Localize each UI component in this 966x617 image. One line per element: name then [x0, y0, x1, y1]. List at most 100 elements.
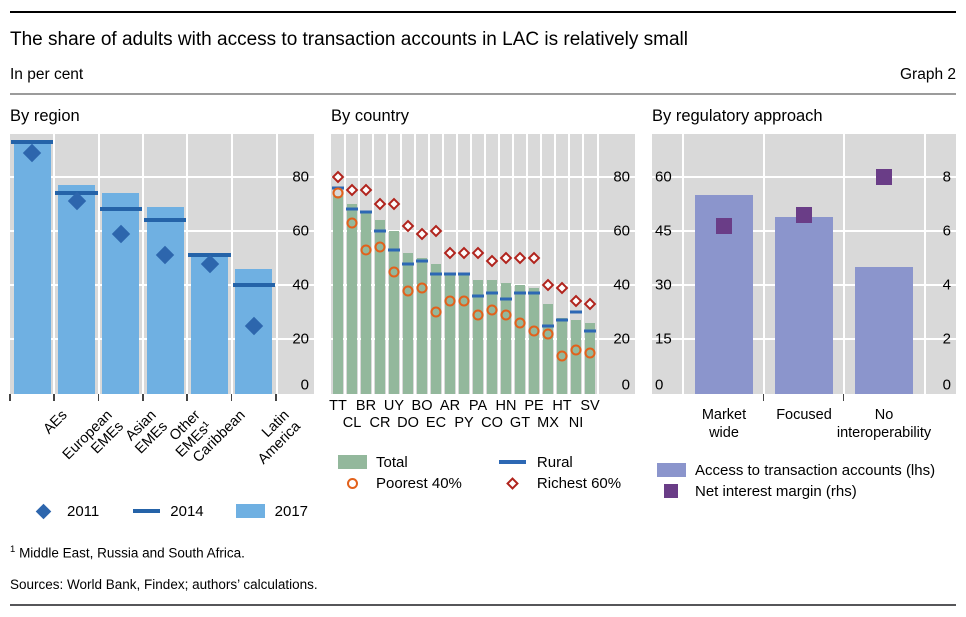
- page-title: The share of adults with access to trans…: [10, 29, 688, 50]
- diamond-outline-marker-MX: [541, 278, 555, 292]
- by-regulatory-plot: [684, 133, 924, 394]
- gridline-vertical: [372, 133, 374, 394]
- legend-item: Total: [337, 454, 498, 471]
- diamond-outline-marker-CR: [373, 197, 387, 211]
- by-region-legend: 2011 2014 2017: [10, 503, 314, 520]
- diamond-outline-marker-GT: [513, 251, 527, 265]
- dash-marker-BR: [359, 210, 373, 214]
- x-label-Market wide: Market wide: [701, 406, 747, 441]
- dash-marker-EC: [429, 272, 443, 276]
- circle-marker-TT: [332, 187, 344, 199]
- dash-marker-CR: [373, 229, 387, 233]
- x-label-GT: GT: [509, 414, 531, 431]
- panel-by-regulatory-approach: By regulatory approach 0 15 30 45 60 0 2 4 6 8 M…: [652, 107, 956, 520]
- legend-marker-cell: [656, 463, 686, 478]
- by-regulatory-x-ticks: [684, 393, 924, 402]
- gridline-vertical: [484, 133, 486, 394]
- y-tick-label: 30: [655, 276, 672, 294]
- bar-PA: [473, 279, 483, 394]
- legend-square-marker: [664, 484, 678, 499]
- legend-label: 2014: [170, 502, 204, 520]
- bar-European EMEs: [57, 185, 96, 394]
- diamond-outline-marker-BR: [359, 184, 373, 197]
- diamond-outline-marker-TT: [331, 170, 345, 184]
- by-region-x-labels: AEs European EMEs Asian EMEs Other EMEs¹ Car…: [10, 402, 304, 499]
- bar-DO: [403, 252, 413, 394]
- gridline-vertical: [97, 133, 100, 394]
- gridline-vertical: [526, 133, 528, 394]
- x-label-PY: PY: [454, 414, 474, 431]
- legend-marker-cell: [498, 476, 528, 490]
- bar-NI: [571, 320, 581, 394]
- circle-marker-BR: [360, 244, 372, 256]
- x-axis-tick: [230, 393, 233, 401]
- gridline-vertical: [230, 133, 233, 394]
- dash-marker-PE: [527, 291, 541, 295]
- gridline-vertical: [142, 133, 144, 394]
- gridline-horizontal: [10, 175, 314, 178]
- diamond-outline-marker-EC: [429, 224, 443, 238]
- y-tick-label: 80: [292, 168, 309, 186]
- legend-dash-marker: [499, 460, 527, 465]
- sources-line: Sources: World Bank, Findex; authors’ ca…: [10, 577, 318, 593]
- x-label-EC: EC: [425, 414, 447, 431]
- square-marker-Market wide: [715, 217, 732, 234]
- gridline-vertical: [186, 133, 189, 394]
- diamond-outline-marker-BO: [415, 227, 429, 241]
- y-tick-label: 45: [655, 222, 672, 240]
- legend-item: Poorest 40%: [337, 475, 498, 492]
- legend-bar-marker: [236, 504, 266, 519]
- circle-marker-BO: [416, 282, 428, 294]
- bar-UY: [389, 231, 399, 394]
- by-region-x-ticks: [9, 393, 277, 402]
- bar-Asian EMEs: [102, 193, 140, 394]
- circle-marker-PE: [528, 325, 540, 337]
- bar-HN: [501, 282, 511, 394]
- gridline-vertical: [762, 133, 765, 394]
- legend-label: Poorest 40%: [376, 474, 462, 492]
- gridline-vertical: [568, 133, 570, 394]
- bar-CL: [347, 203, 357, 394]
- bar-Other EMEs¹: [146, 206, 184, 394]
- footnote-marker: 1: [10, 543, 16, 555]
- dash-marker-BO: [415, 259, 429, 263]
- circle-marker-CR: [374, 241, 386, 253]
- gridline-vertical: [582, 133, 584, 394]
- dash-marker-NI: [569, 310, 583, 314]
- circle-marker-CL: [346, 217, 358, 229]
- x-label-HN: HN: [495, 397, 517, 414]
- dash-marker-SV: [583, 329, 597, 333]
- gridline-vertical: [442, 133, 444, 394]
- by-country-plot: [331, 133, 597, 394]
- x-label-UY: UY: [383, 397, 405, 414]
- diamond-outline-marker-PY: [457, 246, 471, 260]
- bar-AR: [445, 274, 455, 394]
- x-label-BR: BR: [355, 397, 377, 414]
- legend-label: Total: [376, 453, 408, 471]
- x-label-NI: NI: [568, 414, 584, 431]
- circle-marker-GT: [514, 317, 526, 329]
- gridline-horizontal: [652, 175, 956, 178]
- circle-marker-HT: [556, 350, 568, 362]
- legend-item: 2017: [236, 503, 308, 520]
- x-label-PA: PA: [468, 397, 488, 414]
- units-label: In per cent: [10, 65, 84, 83]
- legend-label: Richest 60%: [536, 474, 622, 492]
- bottom-rule: [10, 604, 956, 607]
- diamond-outline-marker-SV: [583, 297, 597, 311]
- panel-by-country-title: By country: [331, 106, 409, 125]
- legend-dash-marker: [132, 509, 160, 514]
- by-regulatory-right-axis: 0 2 4 6 8: [924, 133, 956, 394]
- x-axis-tick: [9, 393, 11, 401]
- x-axis-tick: [186, 393, 188, 401]
- legend-label: 2011: [67, 502, 100, 520]
- x-label-Latin America: Latin America: [254, 406, 304, 468]
- y-tick-label: 40: [613, 276, 630, 294]
- footnote-text: Middle East, Russia and South Africa.: [19, 545, 245, 561]
- gridline-vertical: [414, 133, 416, 394]
- gridline-vertical: [428, 133, 430, 394]
- dash-marker-UY: [387, 248, 401, 252]
- gridline-vertical: [400, 133, 402, 394]
- legend-marker-cell: [656, 484, 686, 499]
